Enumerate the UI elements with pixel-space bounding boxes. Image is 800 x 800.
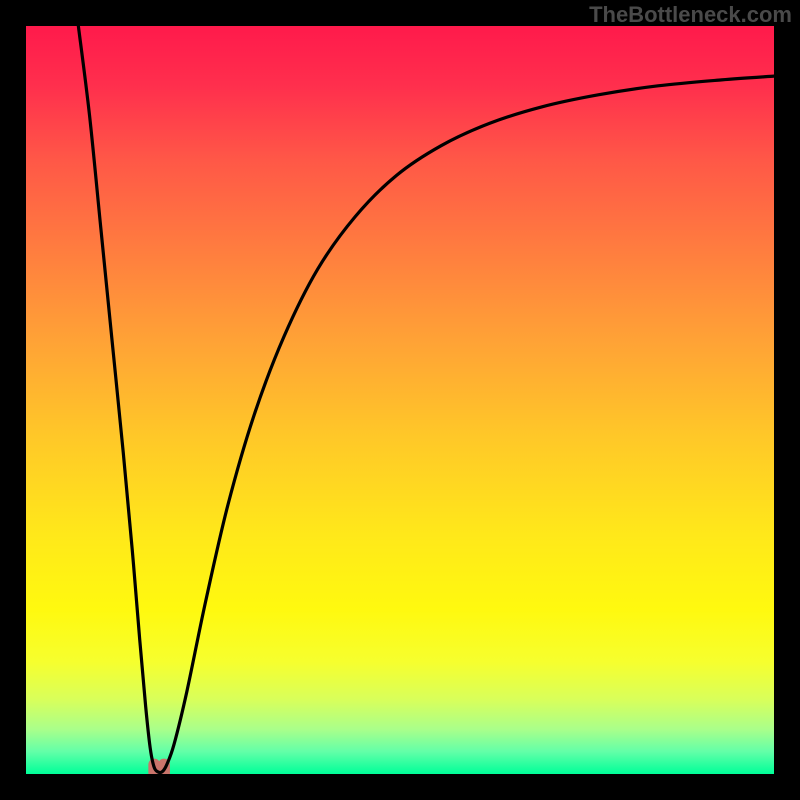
plot-area	[26, 26, 774, 774]
gradient-background	[26, 26, 774, 774]
figure-container: TheBottleneck.com	[0, 0, 800, 800]
brand-watermark: TheBottleneck.com	[589, 2, 792, 28]
plot-svg	[26, 26, 774, 774]
